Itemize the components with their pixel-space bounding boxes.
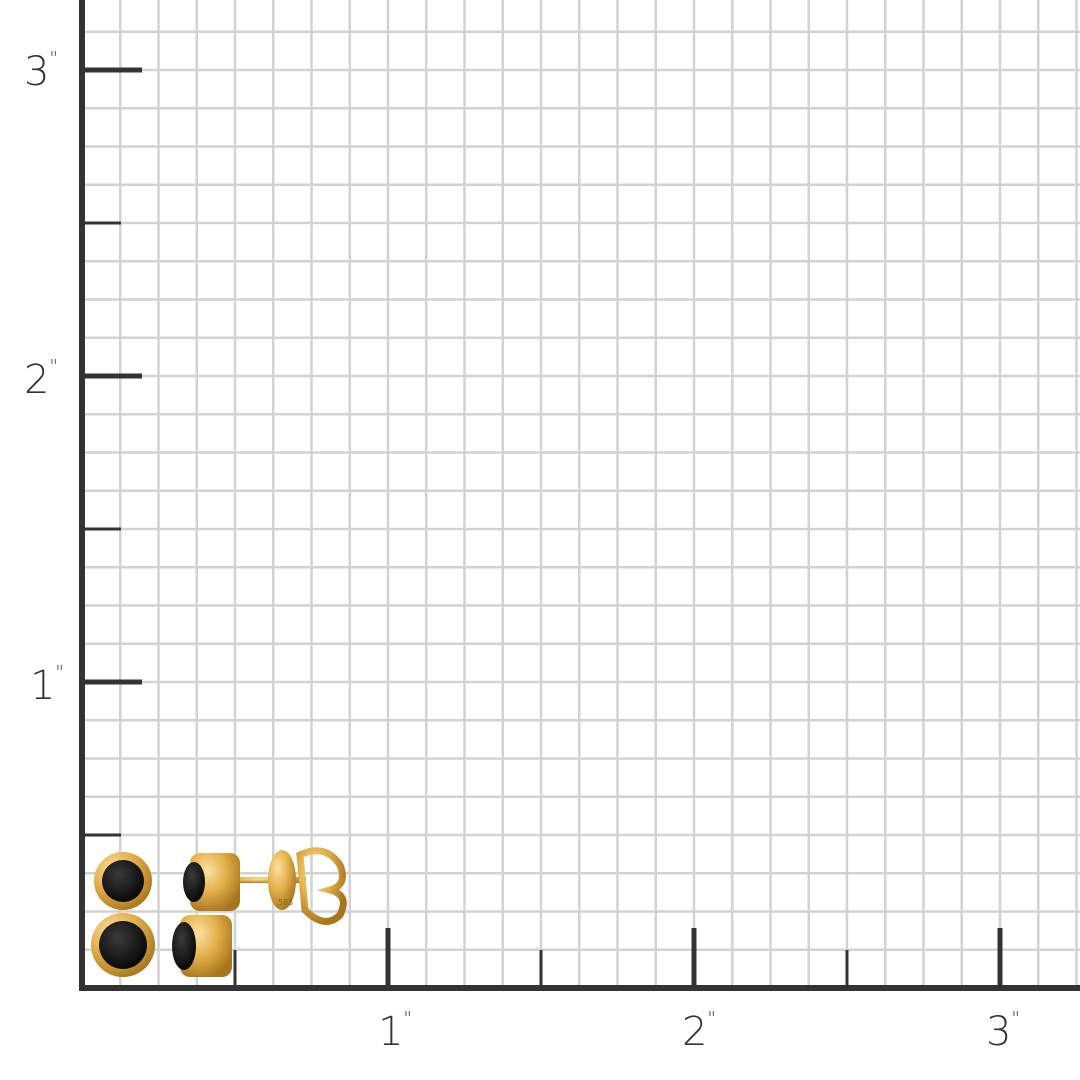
x-label-1: 1" [378,1008,412,1055]
y-label-1: 1" [30,662,64,709]
x-label-3: 3" [986,1008,1020,1055]
svg-text:585: 585 [278,898,293,907]
side-earring: 585 [172,847,347,977]
front-earring [91,852,155,977]
y-label-3: 3" [24,48,58,95]
y-label-2: 2" [24,356,58,403]
x-label-2: 2" [682,1008,716,1055]
